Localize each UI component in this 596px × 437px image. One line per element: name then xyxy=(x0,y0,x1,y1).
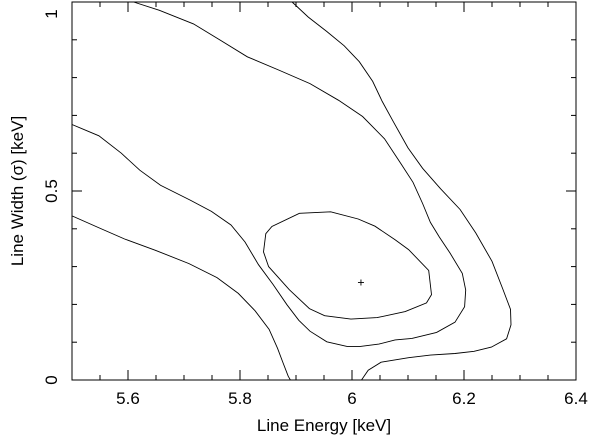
x-tick-label: 6.4 xyxy=(564,389,588,408)
contour-line-3 xyxy=(71,215,291,381)
plot-frame xyxy=(71,1,577,381)
y-tick-label: 1 xyxy=(42,9,61,18)
x-axis-label: Line Energy [keV] xyxy=(257,416,391,435)
x-tick-label: 5.8 xyxy=(228,389,252,408)
axis-ticks xyxy=(71,1,577,381)
x-tick-label: 6.2 xyxy=(452,389,476,408)
y-tick-label: 0 xyxy=(42,375,61,384)
x-tick-label: 6 xyxy=(347,389,356,408)
tick-labels: 5.6 5.8 6 6.2 6.4 0 0.5 1 xyxy=(42,9,588,408)
y-tick-label: 0.5 xyxy=(42,179,61,203)
best-fit-marker xyxy=(357,279,364,286)
y-axis-label: Line Width (σ) [keV] xyxy=(8,116,27,266)
contour-line-2 xyxy=(71,1,467,347)
contour-lines xyxy=(71,1,512,381)
x-tick-label: 5.6 xyxy=(116,389,140,408)
contour-line-1 xyxy=(263,211,432,320)
contour-line-4 xyxy=(291,1,512,381)
